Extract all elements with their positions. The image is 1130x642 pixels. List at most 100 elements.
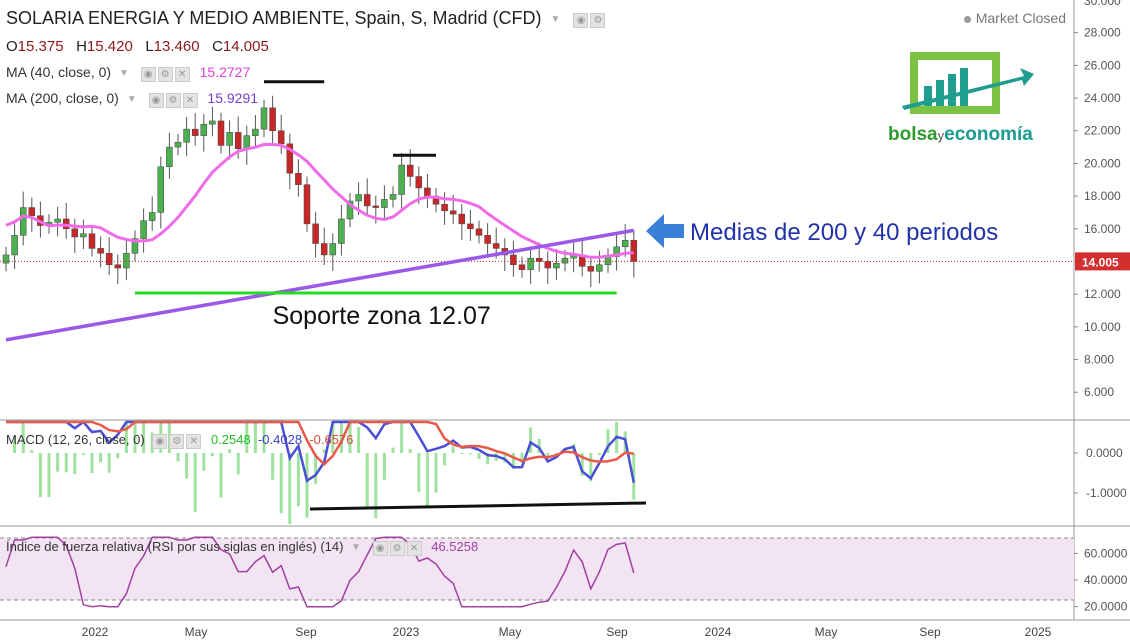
candle [88, 233, 96, 249]
ma40-value: 15.2727 [199, 64, 251, 80]
rsi-value: 46.5258 [431, 539, 479, 554]
candle [561, 257, 569, 264]
close-label: C [212, 38, 223, 55]
ma40-label: MA (40, close, 0) [6, 64, 112, 80]
candle [338, 218, 345, 244]
x-tick-label: May [815, 625, 838, 639]
y-tick-label: 20.000 [1084, 156, 1121, 170]
y-tick-label: 30.000 [1084, 0, 1121, 8]
candle [355, 194, 362, 202]
high-value: 15.420 [86, 38, 133, 55]
candle [441, 204, 448, 212]
gear-icon[interactable]: ⚙ [389, 540, 405, 556]
candle [19, 207, 27, 236]
y-tick-label: 26.000 [1084, 58, 1121, 72]
ma200-legend[interactable]: MA (200, close, 0) ▼ ◉ ⚙ ✕ 15.9291 [6, 90, 258, 108]
candle [406, 164, 414, 177]
eye-icon[interactable]: ◉ [152, 433, 168, 449]
candle [596, 264, 603, 272]
gear-icon[interactable]: ⚙ [169, 433, 185, 449]
candle [260, 107, 268, 130]
y-tick-label: 22.000 [1084, 124, 1121, 138]
eye-icon[interactable]: ◉ [573, 12, 589, 28]
macd-label: MACD (12, 26, close, 0) [6, 432, 145, 447]
candle [2, 254, 10, 264]
y-tick-label: 10.000 [1084, 320, 1121, 334]
candle [510, 254, 517, 265]
candle [277, 130, 285, 145]
candle [269, 107, 276, 131]
y-tick-label: 6.000 [1084, 385, 1114, 399]
candle [200, 123, 208, 136]
eye-icon[interactable]: ◉ [372, 540, 388, 556]
low-value: 13.460 [153, 38, 200, 55]
macd-hist-value: 0.2548 [210, 432, 251, 447]
macd-tick-label: 0.0000 [1086, 446, 1123, 460]
ma40-legend[interactable]: MA (40, close, 0) ▼ ◉ ⚙ ✕ 15.2727 [6, 64, 250, 82]
close-icon[interactable]: ✕ [182, 92, 198, 108]
candle [467, 223, 474, 230]
close-icon[interactable]: ✕ [174, 66, 190, 82]
candle [329, 243, 337, 256]
candle [398, 164, 405, 195]
candle [475, 228, 483, 236]
ohlc-row: O15.375 H15.420 L13.460 C14.005 [6, 38, 269, 55]
market-status: Market Closed [963, 10, 1066, 26]
ma200-value: 15.9291 [207, 90, 259, 106]
chart-title: SOLARIA ENERGIA Y MEDIO AMBIENTE, Spain,… [6, 8, 611, 30]
close-icon[interactable]: ✕ [186, 433, 202, 449]
candle [54, 218, 61, 223]
chevron-down-icon[interactable]: ▼ [118, 67, 129, 79]
candle [123, 253, 130, 269]
candle [312, 223, 319, 244]
rsi-tick-label: 20.0000 [1084, 600, 1128, 614]
macd-divergence-line [309, 501, 647, 511]
gear-icon[interactable]: ⚙ [165, 92, 181, 108]
candle [346, 200, 354, 220]
candle [415, 176, 423, 189]
rsi-legend[interactable]: Índice de fuerza relativa (RSI por sus s… [6, 539, 478, 556]
macd-signal-value: -0.6576 [309, 432, 354, 447]
candle [131, 238, 139, 254]
macd-legend[interactable]: MACD (12, 26, close, 0) ◉ ⚙ ✕ 0.2548 -0.40… [6, 432, 353, 449]
chevron-down-icon[interactable]: ▼ [126, 93, 137, 105]
candle [303, 184, 311, 225]
eye-icon[interactable]: ◉ [148, 92, 164, 108]
candle [389, 194, 397, 200]
rsi-label: Índice de fuerza relativa (RSI por sus s… [6, 539, 344, 554]
chevron-down-icon[interactable]: ▼ [351, 542, 361, 554]
candle [174, 141, 182, 148]
y-tick-label: 24.000 [1084, 91, 1121, 105]
high-label: H [76, 38, 87, 55]
candle [286, 143, 294, 174]
x-tick-label: Sep [606, 625, 628, 639]
candle [217, 120, 225, 146]
candle [28, 207, 36, 216]
candle [80, 233, 87, 238]
candle [553, 262, 560, 269]
candle [234, 132, 242, 149]
candle [11, 235, 18, 256]
gear-icon[interactable]: ⚙ [157, 66, 173, 82]
candle [458, 213, 466, 225]
rsi-tick-label: 60.0000 [1084, 546, 1128, 560]
candle [295, 172, 302, 185]
candle [140, 220, 147, 239]
gear-icon[interactable]: ⚙ [590, 12, 606, 28]
close-icon[interactable]: ✕ [406, 540, 422, 556]
x-tick-label: May [185, 625, 208, 639]
candle [424, 187, 431, 197]
ma40-line [5, 142, 634, 259]
candle [381, 199, 388, 208]
candle [209, 120, 216, 125]
x-tick-label: 2023 [393, 625, 420, 639]
candle [71, 228, 79, 238]
low-label: L [145, 38, 154, 55]
candle [320, 243, 328, 256]
rsi-tick-label: 40.0000 [1084, 573, 1128, 587]
candle [372, 205, 380, 208]
chevron-down-icon[interactable]: ▼ [550, 13, 561, 25]
eye-icon[interactable]: ◉ [140, 66, 156, 82]
candle [518, 264, 526, 270]
